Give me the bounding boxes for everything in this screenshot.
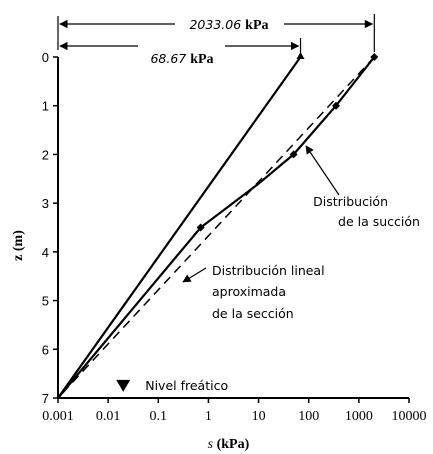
x-axis-title: s (kPa) [208, 437, 250, 452]
y-tick-label: 3 [42, 196, 49, 211]
x-axis-ticks: 0.001 0.01 0.1 1 10 100 1000 10000 [42, 398, 427, 424]
data-point-diamond [331, 101, 340, 110]
x-axis-unit: (kPa) [217, 437, 250, 452]
water-table-label: Nivel freático [145, 378, 228, 393]
y-tick-label: 2 [42, 147, 49, 162]
water-table-icon [116, 379, 131, 392]
series-line-3 [57, 56, 375, 399]
x-tick-label: 0.1 [150, 409, 168, 424]
axis-titles: s (kPa) z (m) [11, 230, 250, 452]
axes [57, 57, 409, 399]
x-tick-label: 1 [205, 409, 212, 424]
series-layer: Nivel freático [57, 52, 379, 399]
y-tick-label: 6 [42, 342, 49, 357]
dimension-label-total: 2033.06 kPa [189, 17, 268, 33]
linear-curve-label: aproximada [212, 284, 286, 299]
curve-labels: Distribución de la succión Distribución li… [182, 145, 420, 321]
y-axis-title: z (m) [11, 230, 26, 261]
suction-curve-label: Distribución [313, 194, 388, 209]
suction-label-arrow [305, 145, 340, 196]
dimension-value-total: 2033.06 [189, 17, 245, 32]
series-line-1 [57, 56, 302, 399]
dimension-unit-total: kPa [245, 18, 268, 33]
x-tick-label: 100 [298, 409, 319, 424]
suction-curve-label: de la succión [338, 214, 420, 229]
y-tick-label: 0 [42, 50, 49, 65]
x-tick-label: 0.01 [96, 409, 121, 424]
dimension-unit-partial: kPa [190, 52, 213, 67]
x-tick-label: 10000 [392, 409, 427, 424]
linear-curve-label: de la sección [212, 306, 294, 321]
series-line-2 [57, 56, 376, 399]
y-tick-label: 1 [42, 99, 49, 114]
dimension-label-partial: 68.67 kPa [150, 51, 213, 67]
linear-curve-label: Distribución lineal [212, 263, 325, 278]
x-axis-variable: s [208, 437, 217, 452]
data-point-diamond [196, 223, 205, 232]
y-axis-ticks: 0 1 2 3 4 5 6 7 [42, 50, 58, 406]
y-tick-label: 7 [42, 391, 49, 406]
x-tick-label: 0.001 [42, 409, 74, 424]
dimension-value-partial: 68.67 [150, 51, 190, 66]
data-point-diamond [289, 150, 298, 159]
y-tick-label: 4 [42, 245, 49, 260]
x-tick-label: 1000 [345, 409, 373, 424]
y-tick-label: 5 [42, 294, 49, 309]
x-tick-label: 10 [252, 409, 266, 424]
linear-label-arrow [182, 267, 207, 283]
